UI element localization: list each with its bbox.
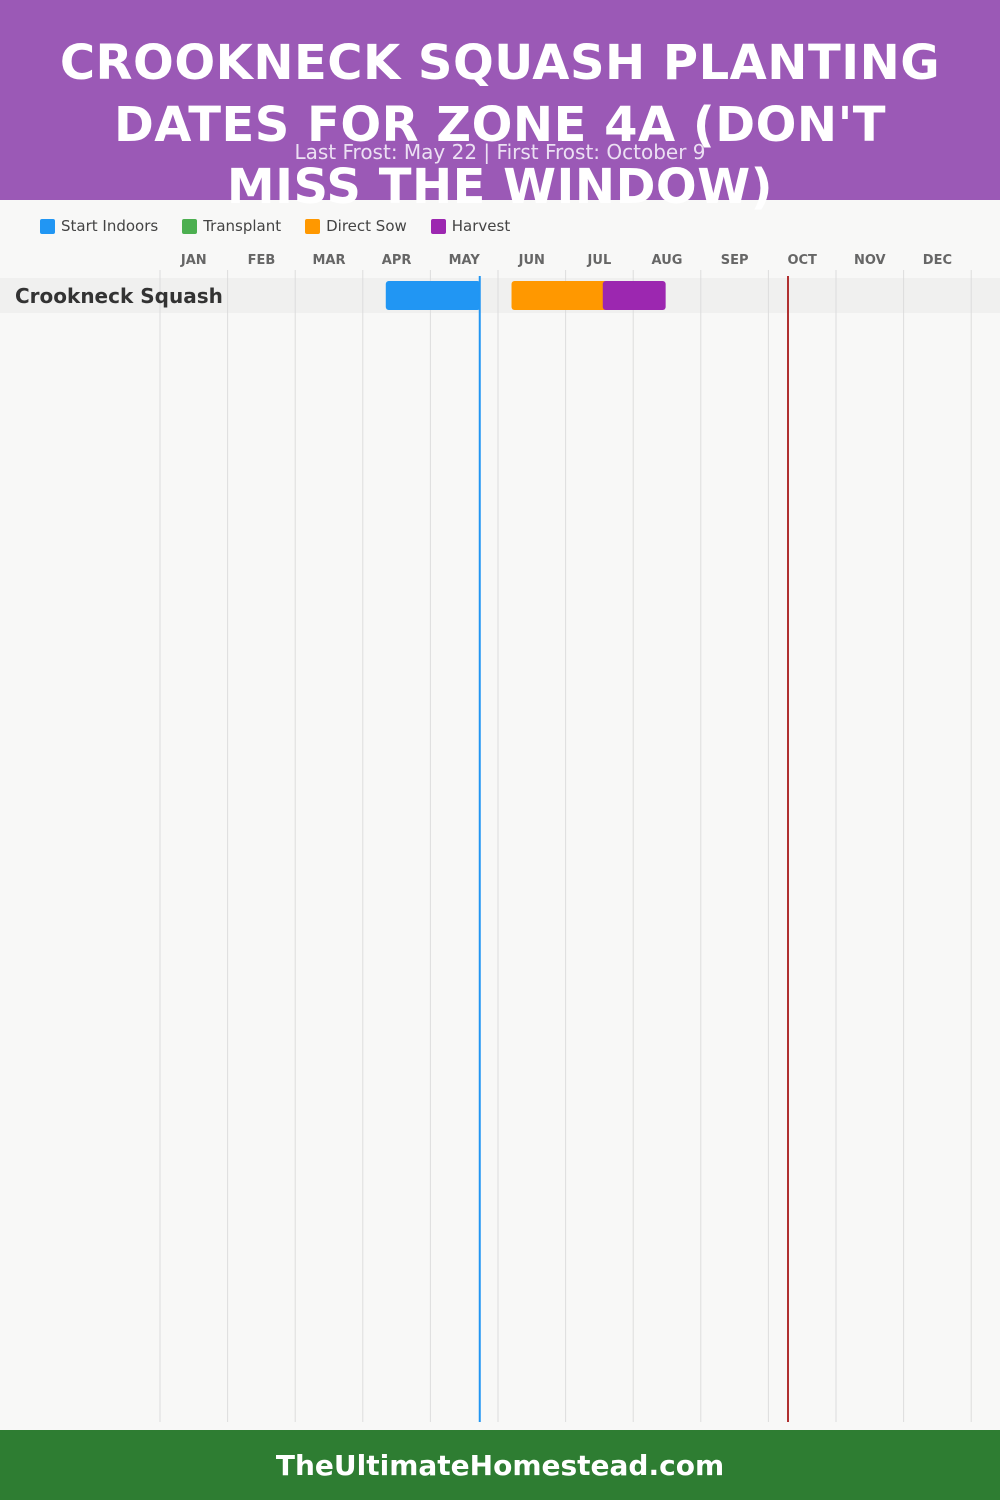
month-label-nov: NOV bbox=[854, 253, 886, 268]
header-banner: CROOKNECK SQUASH PLANTING DATES FOR ZONE… bbox=[0, 0, 1000, 215]
legend-swatch-start-indoors bbox=[40, 218, 55, 234]
month-label-feb: FEB bbox=[248, 253, 276, 268]
planting-calendar-chart: JAN FEB MAR APR MAY JUN JUL AUG SEP OCT NOV DEC Croo… bbox=[0, 253, 1000, 1422]
legend-item-direct-sow: Direct Sow bbox=[305, 217, 407, 235]
legend-label-start-indoors: Start Indoors bbox=[61, 217, 159, 235]
legend: Start Indoors Transplant Direct Sow Harv… bbox=[40, 214, 534, 238]
row-label: Crookneck Squash bbox=[15, 284, 223, 308]
bar-direct-sow bbox=[511, 281, 613, 310]
month-label-may: MAY bbox=[449, 253, 481, 268]
legend-item-start-indoors: Start Indoors bbox=[40, 217, 158, 235]
bar-harvest bbox=[602, 281, 666, 310]
page-title: CROOKNECK SQUASH PLANTING DATES FOR ZONE… bbox=[59, 35, 941, 215]
month-label-apr: APR bbox=[382, 253, 412, 268]
legend-item-transplant: Transplant bbox=[182, 217, 281, 235]
legend-label-transplant: Transplant bbox=[203, 217, 282, 235]
footer-site-link[interactable]: TheUltimateHomestead.com bbox=[275, 1448, 725, 1482]
bar-start-indoors bbox=[385, 281, 481, 310]
legend-label-direct-sow: Direct Sow bbox=[326, 217, 407, 235]
month-label-oct: OCT bbox=[787, 253, 817, 268]
month-label-aug: AUG bbox=[652, 253, 683, 268]
legend-swatch-harvest bbox=[430, 218, 446, 234]
legend-swatch-transplant bbox=[182, 218, 198, 234]
legend-item-harvest: Harvest bbox=[430, 217, 511, 235]
month-label-jun: JUN bbox=[518, 253, 545, 268]
month-label-jan: JAN bbox=[180, 253, 207, 268]
legend-label-harvest: Harvest bbox=[451, 217, 511, 235]
row-background bbox=[0, 278, 1000, 313]
legend-swatch-direct-sow bbox=[305, 218, 321, 234]
month-label-dec: DEC bbox=[923, 253, 952, 268]
month-label-jul: JUL bbox=[587, 253, 612, 268]
month-label-sep: SEP bbox=[721, 253, 749, 268]
footer-banner: TheUltimateHomestead.com bbox=[0, 1430, 1000, 1500]
month-label-mar: MAR bbox=[312, 253, 345, 268]
frost-dates-subtitle: Last Frost: May 22 | First Frost: Octobe… bbox=[294, 140, 706, 164]
